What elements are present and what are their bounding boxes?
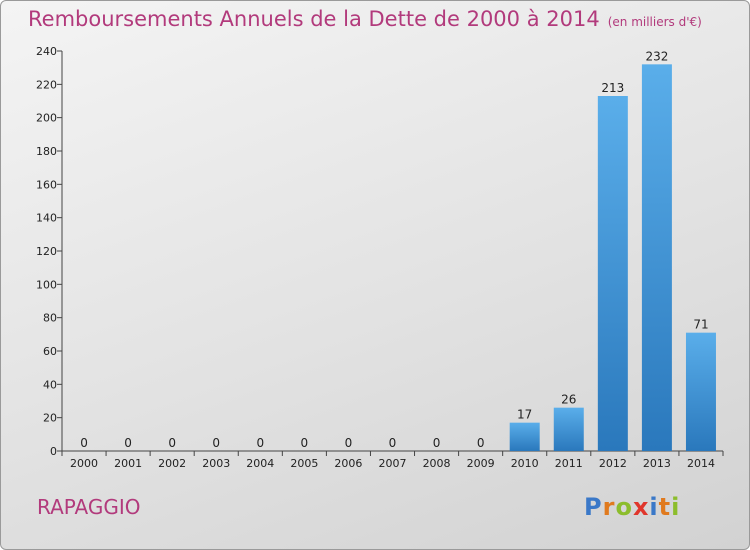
x-tick-label: 2006 bbox=[334, 457, 362, 470]
bar bbox=[509, 422, 540, 451]
y-tick-label: 60 bbox=[43, 345, 57, 358]
x-tick-label: 2000 bbox=[70, 457, 98, 470]
chart-title: Remboursements Annuels de la Dette de 20… bbox=[28, 7, 702, 31]
x-tick-label: 2004 bbox=[246, 457, 274, 470]
axes: 0 20 40 60 80 100 120 140 160 180 200 220 240 2000 200… bbox=[36, 45, 724, 470]
data-label: 26 bbox=[561, 393, 576, 407]
x-tick-label: 2001 bbox=[114, 457, 142, 470]
bar bbox=[597, 96, 628, 451]
x-tick-label: 2014 bbox=[687, 457, 715, 470]
x-tick-label: 2007 bbox=[379, 457, 407, 470]
x-tick-label: 2003 bbox=[202, 457, 230, 470]
data-label: 71 bbox=[693, 318, 708, 332]
data-label: 232 bbox=[645, 49, 668, 63]
y-tick-label: 240 bbox=[36, 45, 57, 58]
logo-letter: t bbox=[658, 493, 672, 521]
y-tick-label: 200 bbox=[36, 112, 57, 125]
data-label: 17 bbox=[517, 408, 532, 422]
y-tick-label: 80 bbox=[43, 312, 57, 325]
x-tick-label: 2011 bbox=[555, 457, 583, 470]
bar bbox=[685, 332, 716, 451]
logo-letter: i bbox=[671, 493, 681, 521]
bar bbox=[641, 64, 672, 452]
data-label: 0 bbox=[389, 436, 397, 450]
logo-letter: r bbox=[602, 493, 616, 521]
title-text: Remboursements Annuels de la Dette de 20… bbox=[28, 7, 600, 31]
y-tick-label: 100 bbox=[36, 278, 57, 291]
proxiti-logo: Proxiti bbox=[584, 493, 680, 521]
unit-note: (en milliers d'€) bbox=[607, 15, 702, 29]
data-label: 0 bbox=[345, 436, 353, 450]
data-label: 0 bbox=[301, 436, 309, 450]
y-tick-label: 40 bbox=[43, 378, 57, 391]
y-tick-label: 120 bbox=[36, 245, 57, 258]
x-tick-label: 2009 bbox=[467, 457, 495, 470]
data-label: 0 bbox=[168, 436, 176, 450]
y-tick-label: 0 bbox=[50, 445, 57, 458]
logo-letter: x bbox=[632, 493, 650, 521]
y-tick-label: 140 bbox=[36, 212, 57, 225]
x-tick-label: 2008 bbox=[423, 457, 451, 470]
logo-letter: i bbox=[649, 493, 659, 521]
data-label: 0 bbox=[124, 436, 132, 450]
data-label: 0 bbox=[212, 436, 220, 450]
logo-letter: o bbox=[615, 493, 633, 521]
commune-name: RAPAGGIO bbox=[37, 495, 141, 519]
data-label: 213 bbox=[601, 81, 624, 95]
data-label: 0 bbox=[256, 436, 264, 450]
x-tick-label: 2013 bbox=[643, 457, 671, 470]
y-tick-label: 20 bbox=[43, 412, 57, 425]
labels: 0 0 0 0 0 0 0 0 0 0 17 26 213 232 71 bbox=[80, 49, 708, 450]
data-label: 0 bbox=[80, 436, 88, 450]
data-label: 0 bbox=[433, 436, 441, 450]
y-tick-label: 160 bbox=[36, 178, 57, 191]
bar bbox=[553, 407, 584, 451]
x-tick-label: 2005 bbox=[290, 457, 318, 470]
y-tick-label: 180 bbox=[36, 145, 57, 158]
y-tick-label: 220 bbox=[36, 78, 57, 91]
data-label: 0 bbox=[477, 436, 485, 450]
x-tick-label: 2002 bbox=[158, 457, 186, 470]
x-tick-label: 2010 bbox=[511, 457, 539, 470]
x-tick-label: 2012 bbox=[599, 457, 627, 470]
bars bbox=[509, 64, 716, 452]
logo-letter: P bbox=[584, 493, 603, 521]
